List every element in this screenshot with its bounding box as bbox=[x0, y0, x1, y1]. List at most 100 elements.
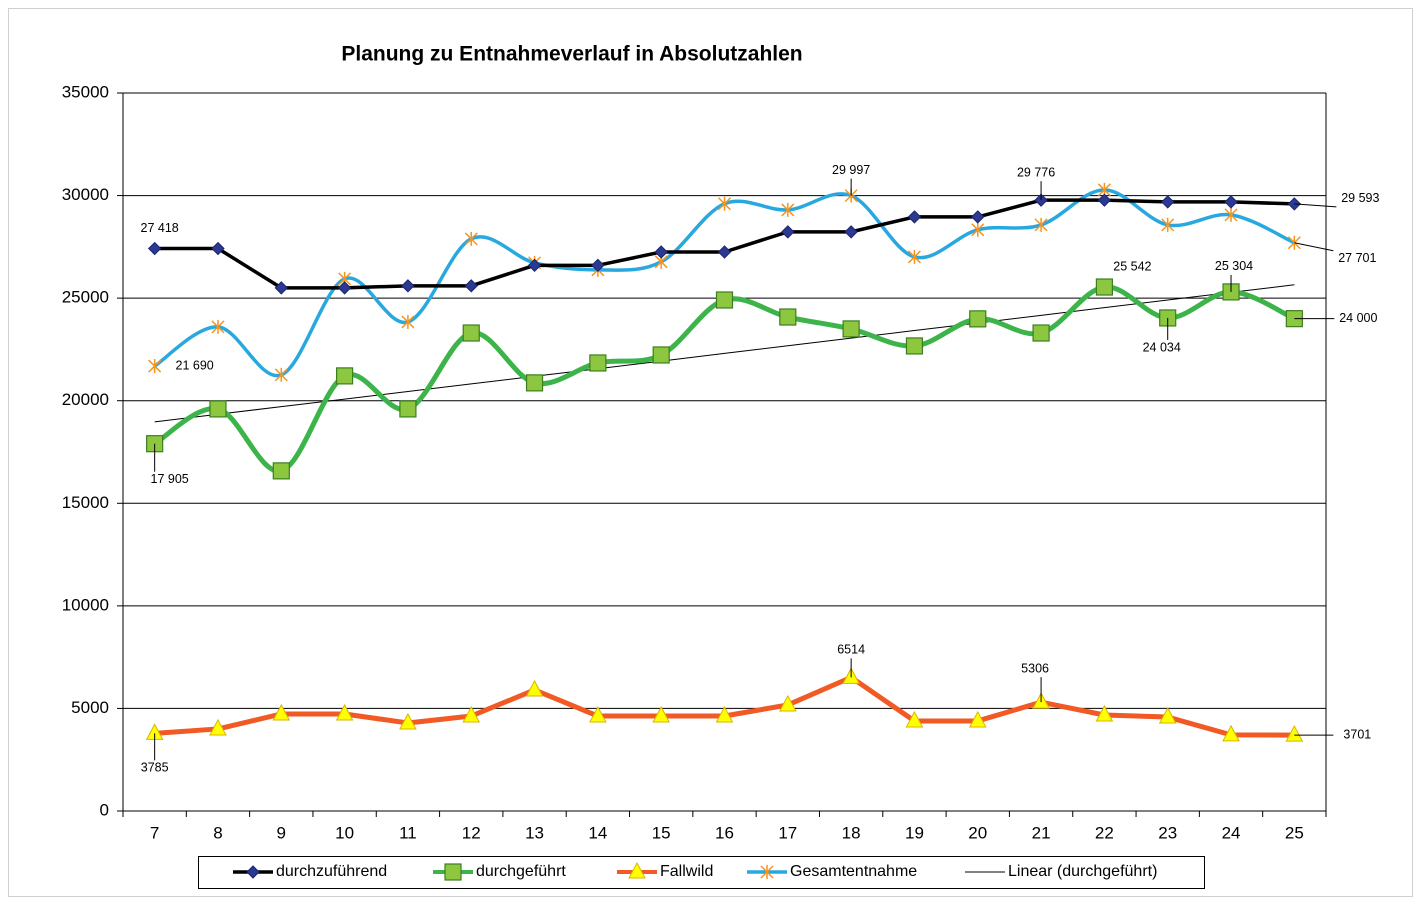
data-label: 24 000 bbox=[1339, 311, 1377, 325]
x-tick-label: 24 bbox=[1222, 823, 1241, 842]
series-line bbox=[154, 284, 1295, 423]
data-point bbox=[525, 374, 544, 392]
x-tick-label: 8 bbox=[213, 823, 222, 842]
data-point bbox=[462, 705, 481, 723]
data-point bbox=[272, 462, 290, 480]
data-point bbox=[147, 241, 162, 256]
series-line bbox=[154, 198, 1295, 290]
data-point bbox=[1161, 217, 1175, 232]
data-point bbox=[1158, 706, 1177, 724]
x-tick-label: 13 bbox=[525, 823, 544, 842]
y-tick-label: 35000 bbox=[62, 82, 109, 101]
legend-label: durchgeführt bbox=[476, 863, 566, 880]
data-point bbox=[1161, 195, 1175, 209]
data-label: 3785 bbox=[141, 761, 169, 775]
chart-title: Planung zu Entnahmeverlauf in Absolutzah… bbox=[341, 43, 802, 66]
data-point bbox=[969, 310, 987, 328]
data-point bbox=[1034, 217, 1048, 232]
x-tick-label: 22 bbox=[1095, 823, 1114, 842]
data-point bbox=[907, 249, 921, 264]
frame bbox=[8, 8, 1413, 897]
data-point bbox=[401, 314, 415, 329]
data-point bbox=[1034, 193, 1048, 207]
data-label: 6514 bbox=[837, 643, 865, 657]
data-point bbox=[399, 712, 417, 730]
data-point bbox=[589, 354, 607, 372]
x-tick-label: 18 bbox=[842, 823, 861, 842]
data-point bbox=[781, 202, 795, 217]
data-point bbox=[211, 319, 225, 334]
series-line bbox=[153, 188, 1296, 378]
x-tick-label: 10 bbox=[335, 823, 354, 842]
data-point bbox=[274, 281, 288, 295]
data-point bbox=[781, 225, 795, 239]
legend-marker bbox=[760, 865, 774, 879]
data-label: 21 690 bbox=[176, 358, 214, 372]
x-tick-label: 11 bbox=[399, 823, 417, 842]
y-tick-label: 15000 bbox=[62, 493, 109, 512]
x-tick-label: 7 bbox=[150, 823, 159, 842]
legend-label: Linear (durchgeführt) bbox=[1008, 863, 1157, 880]
data-point bbox=[1095, 278, 1113, 296]
x-tick-label: 15 bbox=[652, 823, 671, 842]
data-label: 17 905 bbox=[151, 472, 189, 486]
x-tick-label: 21 bbox=[1032, 823, 1051, 842]
data-point bbox=[336, 367, 354, 385]
data-label: 5306 bbox=[1021, 661, 1049, 675]
data-point bbox=[842, 320, 860, 338]
x-tick-label: 20 bbox=[968, 823, 987, 842]
data-label: 29 593 bbox=[1341, 191, 1379, 205]
data-point bbox=[968, 710, 987, 728]
data-point bbox=[652, 346, 670, 364]
data-point bbox=[209, 718, 227, 736]
data-point bbox=[715, 705, 734, 723]
legend-marker bbox=[628, 861, 646, 879]
legend-label: durchzuführend bbox=[276, 863, 387, 880]
series-line bbox=[153, 284, 1296, 474]
x-tick-label: 9 bbox=[277, 823, 286, 842]
y-tick-label: 25000 bbox=[62, 288, 109, 307]
data-point bbox=[717, 196, 732, 211]
data-label: 25 304 bbox=[1215, 259, 1253, 273]
data-point bbox=[1095, 704, 1114, 722]
data-point bbox=[272, 703, 291, 721]
x-tick-label: 16 bbox=[715, 823, 734, 842]
data-point bbox=[274, 367, 288, 382]
y-tick-label: 30000 bbox=[62, 185, 109, 204]
label-leader bbox=[1294, 242, 1334, 252]
x-tick-label: 14 bbox=[588, 823, 607, 842]
data-point bbox=[905, 337, 924, 355]
data-label: 29 997 bbox=[832, 163, 870, 177]
legend-label: Gesamtentnahme bbox=[790, 863, 917, 880]
data-label: 25 542 bbox=[1113, 259, 1151, 273]
y-tick-label: 10000 bbox=[62, 595, 109, 614]
data-point bbox=[464, 279, 478, 293]
x-tick-label: 12 bbox=[462, 823, 481, 842]
data-point bbox=[1097, 193, 1112, 207]
legend-label: Fallwild bbox=[660, 863, 713, 880]
x-tick-label: 25 bbox=[1285, 823, 1304, 842]
data-point bbox=[715, 291, 734, 309]
data-label: 3701 bbox=[1343, 727, 1371, 741]
y-tick-label: 0 bbox=[100, 800, 109, 819]
data-point bbox=[1224, 195, 1238, 209]
data-point bbox=[717, 245, 732, 259]
data-point bbox=[778, 694, 797, 712]
legend-marker bbox=[246, 865, 260, 879]
data-point bbox=[844, 225, 858, 239]
data-point bbox=[335, 703, 354, 721]
y-tick-label: 20000 bbox=[62, 390, 109, 409]
data-point bbox=[779, 308, 797, 326]
x-tick-label: 19 bbox=[905, 823, 924, 842]
data-point bbox=[589, 705, 607, 723]
legend-marker bbox=[444, 863, 462, 881]
data-point bbox=[401, 279, 415, 293]
data-point bbox=[1285, 725, 1304, 742]
data-point bbox=[148, 359, 162, 374]
data-label: 24 034 bbox=[1143, 340, 1181, 354]
x-tick-label: 17 bbox=[778, 823, 797, 842]
data-point bbox=[1224, 207, 1238, 222]
data-point bbox=[1032, 324, 1050, 342]
data-label: 29 776 bbox=[1017, 165, 1055, 179]
